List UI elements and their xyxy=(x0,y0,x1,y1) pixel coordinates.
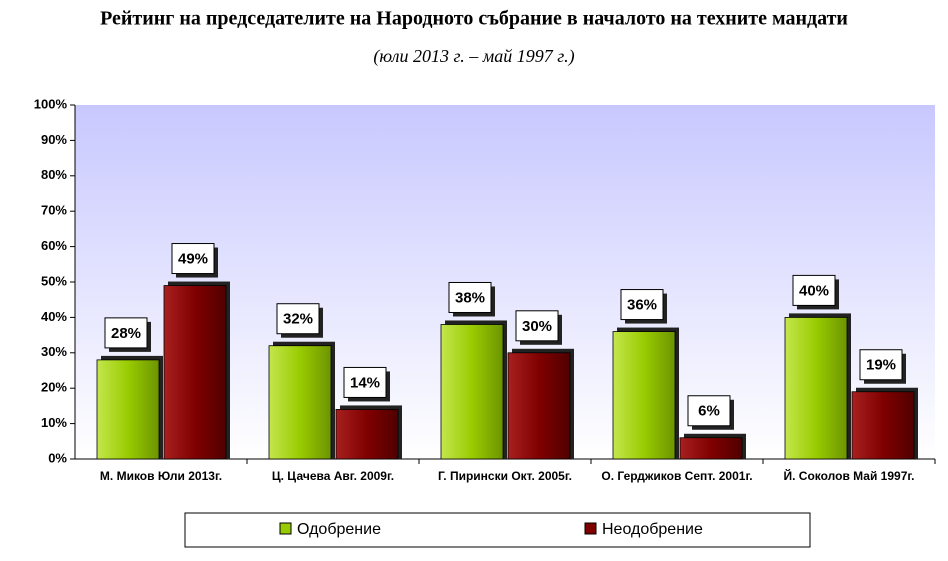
value-label: 38% xyxy=(455,289,485,306)
value-label-box xyxy=(687,395,731,427)
bar xyxy=(268,345,332,460)
value-label: 30% xyxy=(522,318,552,335)
value-label-box xyxy=(620,289,664,321)
x-tick-label: Й. Соколов Май 1997г. xyxy=(783,469,915,483)
value-label-box xyxy=(343,366,387,398)
bar xyxy=(851,391,915,460)
y-tick-label: 90% xyxy=(41,132,67,147)
bar xyxy=(335,409,399,460)
x-tick-label: Ц. Цачева Авг. 2009г. xyxy=(271,469,395,483)
y-tick-label: 70% xyxy=(41,203,67,218)
value-label: 32% xyxy=(283,311,313,328)
x-tick-label: М. Миков Юли 2013г. xyxy=(99,469,223,483)
bar xyxy=(612,331,676,460)
value-label: 14% xyxy=(350,374,380,391)
bar xyxy=(784,316,848,460)
value-label: 28% xyxy=(111,325,141,342)
legend-swatch xyxy=(584,522,597,535)
x-tick-label-box: О. Герджиков Септ. 2001г. xyxy=(601,469,753,483)
y-tick-label: 0% xyxy=(48,450,67,465)
y-tick-label: 30% xyxy=(41,344,67,359)
x-tick-label-box: Ц. Цачева Авг. 2009г. xyxy=(271,469,395,483)
y-tick-label: 100% xyxy=(34,96,68,111)
chart-title: Рейтинг на председателите на Народното с… xyxy=(100,8,848,30)
value-label-box xyxy=(104,317,148,349)
value-label-box xyxy=(171,243,215,275)
chart-subtitle: (юли 2013 г. – май 1997 г.) xyxy=(373,46,574,67)
y-tick-label: 20% xyxy=(41,380,67,395)
bar xyxy=(163,285,227,460)
value-label-box xyxy=(276,303,320,335)
legend-swatch xyxy=(279,522,292,535)
x-tick-label-box: Й. Соколов Май 1997г. xyxy=(783,469,915,483)
value-label: 36% xyxy=(627,297,657,314)
value-label: 6% xyxy=(698,403,720,420)
bar xyxy=(507,352,571,460)
y-tick-label: 40% xyxy=(41,309,67,324)
legend-label: Неодобрение xyxy=(602,521,703,538)
value-label: 19% xyxy=(866,357,896,374)
legend xyxy=(184,512,811,548)
y-tick-label: 60% xyxy=(41,238,67,253)
x-tick-label: О. Герджиков Септ. 2001г. xyxy=(601,469,753,483)
bar xyxy=(679,437,743,460)
value-label-box xyxy=(792,274,836,306)
legend-label: Одобрение xyxy=(297,521,381,538)
value-label-box xyxy=(515,310,559,342)
x-tick-label-box: М. Миков Юли 2013г. xyxy=(99,469,223,483)
y-tick-label: 50% xyxy=(41,273,67,288)
bar xyxy=(440,324,504,460)
x-tick-label: Г. Пирински Окт. 2005г. xyxy=(438,469,572,483)
y-tick-label: 80% xyxy=(41,167,67,182)
value-label-box xyxy=(448,281,492,313)
value-label: 40% xyxy=(799,282,829,299)
value-label: 49% xyxy=(178,251,208,268)
y-tick-label: 10% xyxy=(41,415,67,430)
x-tick-label-box: Г. Пирински Окт. 2005г. xyxy=(438,469,572,483)
value-label-box xyxy=(859,349,903,381)
bar xyxy=(96,359,160,460)
